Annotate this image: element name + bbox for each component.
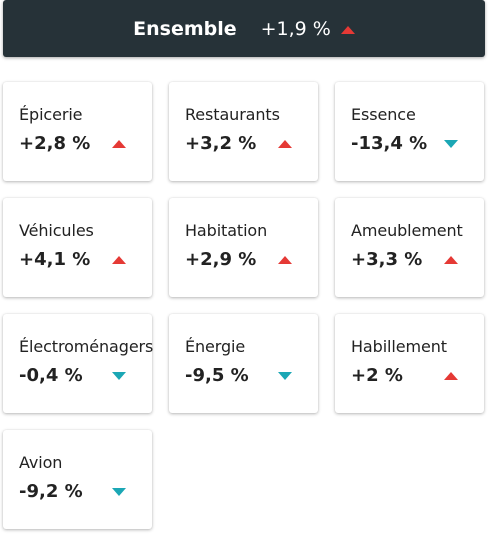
category-label: Véhicules [19, 221, 94, 240]
category-card-energie: Énergie -9,5 % [169, 314, 318, 413]
category-card-ameublement: Ameublement +3,3 % [335, 198, 484, 297]
category-label: Essence [351, 105, 416, 124]
trend-down-icon [112, 371, 126, 380]
category-label: Avion [19, 453, 63, 472]
summary-label: Ensemble [133, 17, 237, 40]
category-value: -9,5 % [185, 365, 249, 386]
category-value: -0,4 % [19, 365, 83, 386]
category-value: -9,2 % [19, 481, 83, 502]
category-label: Restaurants [185, 105, 280, 124]
trend-up-icon [444, 255, 458, 264]
category-card-epicerie: Épicerie +2,8 % [3, 82, 152, 181]
category-value: +4,1 % [19, 249, 91, 270]
category-card-restaurants: Restaurants +3,2 % [169, 82, 318, 181]
category-card-avion: Avion -9,2 % [3, 430, 152, 529]
trend-up-icon [112, 255, 126, 264]
category-label: Électroménagers [19, 337, 154, 356]
category-label: Habitation [185, 221, 268, 240]
category-card-essence: Essence -13,4 % [335, 82, 484, 181]
category-value: +2,8 % [19, 133, 91, 154]
trend-up-icon [278, 139, 292, 148]
summary-banner: Ensemble +1,9 % [3, 0, 485, 57]
category-card-electromenagers: Électroménagers -0,4 % [3, 314, 154, 413]
trend-up-icon [340, 25, 355, 34]
category-value: -13,4 % [351, 133, 428, 154]
trend-down-icon [278, 371, 292, 380]
trend-up-icon [444, 371, 458, 380]
category-label: Ameublement [351, 221, 463, 240]
category-value: +3,3 % [351, 249, 423, 270]
category-value: +2 % [351, 365, 403, 386]
category-value: +2,9 % [185, 249, 257, 270]
category-label: Épicerie [19, 105, 83, 124]
trend-down-icon [444, 139, 458, 148]
trend-up-icon [278, 255, 292, 264]
category-card-vehicules: Véhicules +4,1 % [3, 198, 152, 297]
category-card-habitation: Habitation +2,9 % [169, 198, 318, 297]
trend-up-icon [112, 139, 126, 148]
category-label: Habillement [351, 337, 447, 356]
category-value: +3,2 % [185, 133, 257, 154]
category-card-habillement: Habillement +2 % [335, 314, 484, 413]
summary-value: +1,9 % [260, 17, 331, 40]
trend-down-icon [112, 487, 126, 496]
category-label: Énergie [185, 337, 246, 356]
